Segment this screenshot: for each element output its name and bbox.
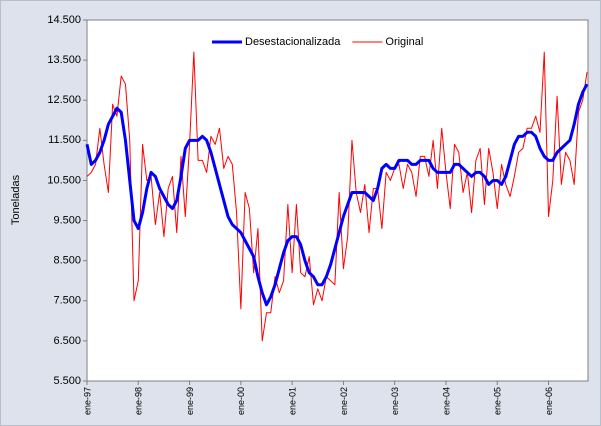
- y-tick-label: 13.500: [47, 54, 81, 66]
- series-line: [85, 83, 589, 307]
- x-tick-label: ene-00: [236, 387, 246, 415]
- x-tick-label: ene-04: [441, 387, 451, 415]
- y-tick-label: 11.500: [48, 134, 81, 146]
- x-tick-label: ene-06: [544, 387, 554, 415]
- x-tick-label: ene-98: [134, 387, 144, 415]
- y-tick-label: 8.500: [53, 255, 81, 267]
- plot-area: [86, 19, 589, 382]
- y-tick-label: 14.500: [47, 14, 81, 26]
- x-tick-label: ene-05: [493, 387, 503, 415]
- x-tick-label: ene-03: [390, 387, 400, 415]
- x-tick-label: ene-02: [339, 387, 349, 415]
- y-tick-label: 5.500: [53, 375, 81, 387]
- legend-label: Desestacionalizada: [245, 36, 341, 48]
- y-tick-label: 6.500: [53, 335, 81, 347]
- y-tick-label: 7.500: [53, 295, 81, 307]
- y-tick-label: 12.500: [47, 94, 81, 106]
- y-tick-label: 9.500: [53, 214, 81, 226]
- x-tick-label: ene-99: [185, 387, 195, 415]
- y-axis-label: Toneladas: [10, 174, 22, 225]
- x-tick-label: ene-97: [82, 387, 92, 415]
- x-tick-label: ene-01: [288, 387, 298, 415]
- legend-label: Original: [385, 36, 423, 48]
- y-tick-label: 10.500: [47, 174, 81, 186]
